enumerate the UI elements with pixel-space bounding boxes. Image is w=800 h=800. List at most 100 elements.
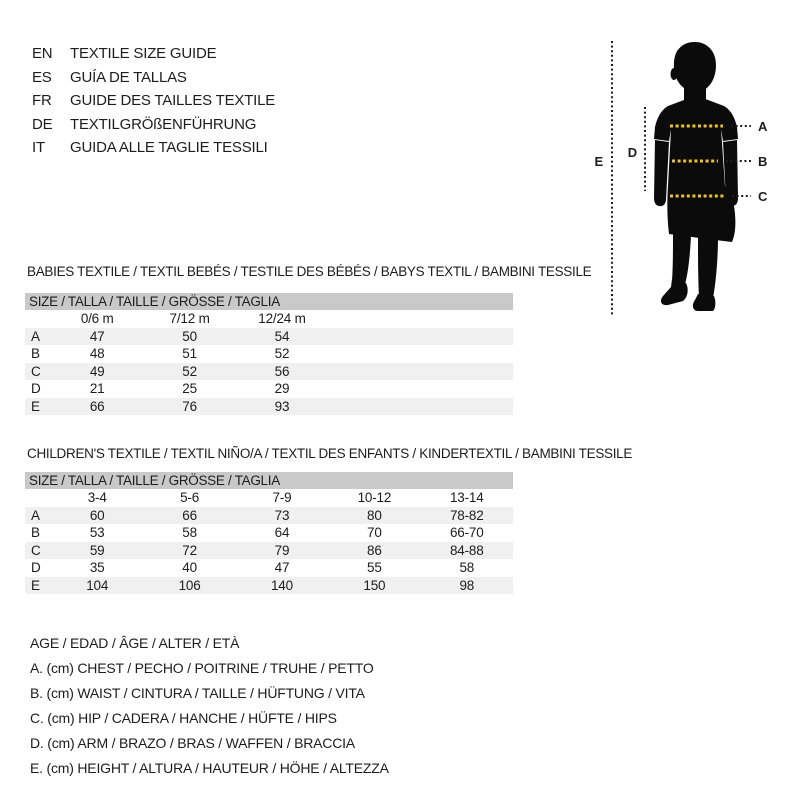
legend-line: C. (cm) HIP / CADERA / HANCHE / HÜFTE / …	[30, 710, 337, 726]
table-cell: 72	[182, 542, 197, 558]
babies-size-header-bar: SIZE / TALLA / TAILLE / GRÖSSE / TAGLIA	[25, 293, 513, 310]
language-row: FR GUIDE DES TAILLES TEXTILE	[32, 89, 275, 113]
children-section-title: CHILDREN'S TEXTILE / TEXTIL NIÑO/A / TEX…	[27, 446, 633, 461]
table-cell: 93	[274, 398, 290, 414]
silhouette-left-leg	[672, 234, 691, 284]
row-label: B	[31, 346, 40, 361]
table-cell: 54	[274, 328, 290, 344]
legend-line: AGE / EDAD / ÂGE / ALTER / ETÀ	[30, 635, 240, 651]
language-code: DE	[32, 115, 53, 133]
row-label: A	[31, 507, 40, 523]
row-label: A	[31, 328, 40, 344]
table-cell: 59	[89, 542, 105, 558]
table-cell: 48	[89, 346, 105, 361]
row-label: B	[31, 525, 40, 540]
table-row: D 35 40 47 55 58	[25, 559, 513, 577]
row-label: E	[31, 398, 40, 414]
row-label	[25, 489, 51, 507]
table-cell: 80	[367, 507, 382, 523]
figure-label-e: E	[595, 154, 604, 169]
language-code: ES	[32, 68, 52, 86]
table-cell: 150	[363, 577, 386, 593]
language-title: GUIDE DES TAILLES TEXTILE	[70, 92, 276, 109]
table-cell: 40	[182, 560, 197, 575]
table-cell: 35	[89, 560, 105, 575]
table-cell: 76	[182, 398, 197, 414]
language-title: TEXTILGRÖßENFÜHRUNG	[70, 115, 257, 133]
table-cell: 60	[89, 507, 105, 523]
row-label: D	[31, 560, 41, 575]
figure-label-c: C	[758, 189, 768, 204]
table-cell: 78-82	[449, 507, 484, 523]
table-cell: 73	[274, 507, 290, 523]
size-figure-svg: E D A B C	[595, 41, 768, 316]
language-code: FR	[32, 92, 52, 109]
column-header: 5-6	[180, 490, 200, 505]
table-cell: 49	[89, 363, 105, 379]
table-cell: 104	[86, 577, 109, 593]
column-header-row: 3-4 5-6 7-9 10-12 13-14	[25, 489, 513, 507]
table-cell: 55	[367, 560, 382, 575]
table-cell: 58	[459, 560, 475, 575]
legend-line: B. (cm) WAIST / CINTURA / TAILLE / HÜFTU…	[30, 685, 365, 701]
language-row: EN TEXTILE SIZE GUIDE	[32, 42, 275, 66]
silhouette-neck	[684, 84, 706, 102]
legend-line: E. (cm) HEIGHT / ALTURA / HAUTEUR / HÖHE…	[30, 760, 389, 776]
table-row: D 21 25 29	[25, 380, 513, 398]
children-table-body: 3-4 5-6 7-9 10-12 13-14 A 60 66 73 80 78-82 B 53 58 64…	[25, 489, 513, 594]
table-cell: 50	[182, 328, 197, 344]
table-row: A 60 66 73 80 78-82	[25, 506, 513, 524]
language-title: GUIDA ALLE TAGLIE TESSILI	[70, 139, 268, 156]
table-cell: 66	[89, 398, 105, 414]
table-cell: 79	[274, 542, 290, 558]
table-cell: 53	[89, 525, 105, 540]
language-title: GUÍA DE TALLAS	[70, 68, 187, 86]
child-silhouette	[654, 42, 738, 311]
language-code: EN	[32, 45, 53, 62]
table-cell: 70	[367, 525, 382, 540]
table-cell: 21	[89, 381, 105, 396]
column-header-row: 0/6 m 7/12 m 12/24 m	[25, 310, 513, 328]
silhouette-left-shoe	[660, 279, 688, 306]
children-size-header-bar: SIZE / TALLA / TAILLE / GRÖSSE / TAGLIA	[25, 472, 513, 489]
language-code: IT	[32, 139, 45, 156]
row-label: E	[31, 577, 40, 593]
table-row: B 48 51 52	[25, 345, 513, 363]
silhouette-right-leg	[698, 236, 718, 298]
table-cell: 66	[182, 507, 197, 523]
table-cell: 84-88	[449, 542, 484, 558]
legend-line: A. (cm) CHEST / PECHO / POITRINE / TRUHE…	[30, 660, 374, 676]
babies-size-table: SIZE / TALLA / TAILLE / GRÖSSE / TAGLIA …	[25, 293, 513, 415]
table-cell: 64	[274, 525, 290, 540]
silhouette-head	[673, 42, 716, 92]
column-header: 12/24 m	[258, 311, 306, 326]
silhouette-right-shoe	[692, 294, 716, 311]
size-figure: E D A B C	[585, 30, 785, 322]
language-row: IT GUIDA ALLE TAGLIE TESSILI	[32, 136, 275, 160]
language-list: EN TEXTILE SIZE GUIDE ES GUÍA DE TALLAS FR GU…	[32, 42, 275, 160]
row-label: C	[31, 363, 41, 379]
children-size-table: SIZE / TALLA / TAILLE / GRÖSSE / TAGLIA …	[25, 472, 513, 594]
column-header: 0/6 m	[80, 311, 114, 326]
table-cell: 51	[182, 346, 197, 361]
table-cell: 86	[367, 542, 382, 558]
column-header: 7-9	[272, 490, 292, 505]
babies-section-title: BABIES TEXTILE / TEXTIL BEBÉS / TESTILE …	[27, 264, 592, 279]
row-label	[25, 310, 51, 328]
table-cell: 25	[182, 381, 197, 396]
table-cell: 52	[182, 363, 197, 379]
figure-label-b: B	[758, 154, 767, 169]
table-row: C 49 52 56	[25, 362, 513, 380]
table-cell: 47	[274, 560, 290, 575]
silhouette-shirt	[654, 97, 738, 186]
language-row: DE TEXTILGRÖßENFÜHRUNG	[32, 113, 275, 137]
row-label: C	[31, 542, 41, 558]
silhouette-shorts	[667, 186, 736, 242]
silhouette-left-arm	[654, 140, 669, 207]
table-cell: 58	[182, 525, 197, 540]
table-row: C 59 72 79 86 84-88	[25, 541, 513, 559]
table-row: E 104 106 140 150 98	[25, 576, 513, 594]
table-cell: 56	[274, 363, 290, 379]
table-cell: 66-70	[449, 525, 484, 540]
language-row: ES GUÍA DE TALLAS	[32, 66, 275, 90]
